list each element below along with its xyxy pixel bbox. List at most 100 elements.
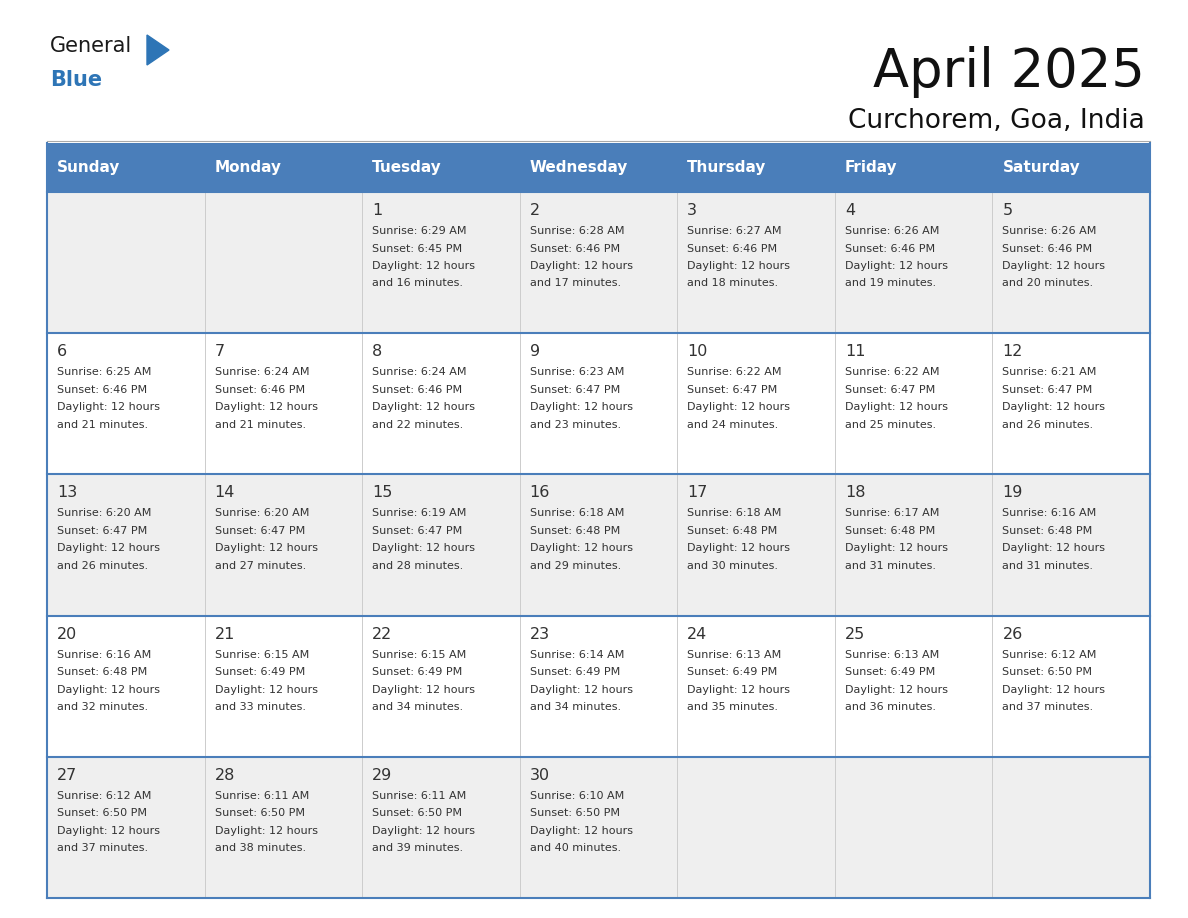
Text: 27: 27 bbox=[57, 767, 77, 783]
Text: Daylight: 12 hours: Daylight: 12 hours bbox=[372, 402, 475, 412]
Text: Tuesday: Tuesday bbox=[372, 160, 442, 175]
Text: and 36 minutes.: and 36 minutes. bbox=[845, 702, 936, 712]
Text: 26: 26 bbox=[1003, 627, 1023, 642]
Text: 12: 12 bbox=[1003, 344, 1023, 359]
Text: Sunset: 6:49 PM: Sunset: 6:49 PM bbox=[372, 667, 462, 677]
Polygon shape bbox=[147, 35, 169, 65]
Text: 30: 30 bbox=[530, 767, 550, 783]
Text: and 25 minutes.: and 25 minutes. bbox=[845, 420, 936, 430]
Text: Wednesday: Wednesday bbox=[530, 160, 628, 175]
Bar bbox=[48, 616, 1150, 756]
Text: Sunset: 6:47 PM: Sunset: 6:47 PM bbox=[845, 385, 935, 395]
Text: Sunrise: 6:20 AM: Sunrise: 6:20 AM bbox=[215, 509, 309, 519]
Text: 14: 14 bbox=[215, 486, 235, 500]
Text: 6: 6 bbox=[57, 344, 68, 359]
Text: Sunrise: 6:23 AM: Sunrise: 6:23 AM bbox=[530, 367, 624, 377]
Text: Sunset: 6:46 PM: Sunset: 6:46 PM bbox=[845, 243, 935, 253]
Text: Sunrise: 6:22 AM: Sunrise: 6:22 AM bbox=[688, 367, 782, 377]
Text: 20: 20 bbox=[57, 627, 77, 642]
Text: Sunset: 6:46 PM: Sunset: 6:46 PM bbox=[530, 243, 620, 253]
Text: Daylight: 12 hours: Daylight: 12 hours bbox=[57, 826, 160, 835]
Text: Daylight: 12 hours: Daylight: 12 hours bbox=[372, 685, 475, 695]
Text: Daylight: 12 hours: Daylight: 12 hours bbox=[845, 543, 948, 554]
Text: Daylight: 12 hours: Daylight: 12 hours bbox=[845, 402, 948, 412]
Text: and 16 minutes.: and 16 minutes. bbox=[372, 278, 463, 288]
Text: Sunset: 6:45 PM: Sunset: 6:45 PM bbox=[372, 243, 462, 253]
Text: and 30 minutes.: and 30 minutes. bbox=[688, 561, 778, 571]
Text: and 26 minutes.: and 26 minutes. bbox=[1003, 420, 1093, 430]
Text: Sunset: 6:49 PM: Sunset: 6:49 PM bbox=[688, 667, 777, 677]
Text: Daylight: 12 hours: Daylight: 12 hours bbox=[530, 685, 633, 695]
Text: Sunrise: 6:18 AM: Sunrise: 6:18 AM bbox=[530, 509, 624, 519]
Text: Thursday: Thursday bbox=[688, 160, 766, 175]
Text: Daylight: 12 hours: Daylight: 12 hours bbox=[845, 685, 948, 695]
Text: 7: 7 bbox=[215, 344, 225, 359]
Text: Daylight: 12 hours: Daylight: 12 hours bbox=[530, 261, 633, 271]
Text: Daylight: 12 hours: Daylight: 12 hours bbox=[688, 543, 790, 554]
Text: Sunset: 6:50 PM: Sunset: 6:50 PM bbox=[372, 809, 462, 818]
Text: Sunrise: 6:24 AM: Sunrise: 6:24 AM bbox=[372, 367, 467, 377]
Text: Sunset: 6:48 PM: Sunset: 6:48 PM bbox=[688, 526, 777, 536]
Text: and 33 minutes.: and 33 minutes. bbox=[215, 702, 305, 712]
Text: Sunrise: 6:19 AM: Sunrise: 6:19 AM bbox=[372, 509, 467, 519]
Text: and 21 minutes.: and 21 minutes. bbox=[57, 420, 148, 430]
Text: and 17 minutes.: and 17 minutes. bbox=[530, 278, 621, 288]
Text: Sunrise: 6:12 AM: Sunrise: 6:12 AM bbox=[1003, 650, 1097, 660]
Text: Daylight: 12 hours: Daylight: 12 hours bbox=[372, 543, 475, 554]
Text: Sunrise: 6:14 AM: Sunrise: 6:14 AM bbox=[530, 650, 624, 660]
Text: Sunset: 6:47 PM: Sunset: 6:47 PM bbox=[530, 385, 620, 395]
Text: and 27 minutes.: and 27 minutes. bbox=[215, 561, 305, 571]
Text: and 20 minutes.: and 20 minutes. bbox=[1003, 278, 1093, 288]
Text: Sunset: 6:48 PM: Sunset: 6:48 PM bbox=[530, 526, 620, 536]
Text: 18: 18 bbox=[845, 486, 865, 500]
Text: and 18 minutes.: and 18 minutes. bbox=[688, 278, 778, 288]
Text: and 21 minutes.: and 21 minutes. bbox=[215, 420, 305, 430]
Text: 16: 16 bbox=[530, 486, 550, 500]
Text: 13: 13 bbox=[57, 486, 77, 500]
Text: 15: 15 bbox=[372, 486, 392, 500]
Text: Daylight: 12 hours: Daylight: 12 hours bbox=[215, 543, 317, 554]
Text: Daylight: 12 hours: Daylight: 12 hours bbox=[215, 826, 317, 835]
Text: Sunrise: 6:11 AM: Sunrise: 6:11 AM bbox=[372, 790, 467, 800]
Text: and 32 minutes.: and 32 minutes. bbox=[57, 702, 148, 712]
Text: 17: 17 bbox=[688, 486, 708, 500]
Text: Daylight: 12 hours: Daylight: 12 hours bbox=[57, 543, 160, 554]
Text: Sunset: 6:46 PM: Sunset: 6:46 PM bbox=[372, 385, 462, 395]
Text: Daylight: 12 hours: Daylight: 12 hours bbox=[215, 685, 317, 695]
Text: Daylight: 12 hours: Daylight: 12 hours bbox=[57, 402, 160, 412]
Text: Saturday: Saturday bbox=[1003, 160, 1080, 175]
Text: Daylight: 12 hours: Daylight: 12 hours bbox=[1003, 685, 1105, 695]
Text: Sunset: 6:49 PM: Sunset: 6:49 PM bbox=[215, 667, 305, 677]
Text: Sunset: 6:50 PM: Sunset: 6:50 PM bbox=[1003, 667, 1093, 677]
Text: Daylight: 12 hours: Daylight: 12 hours bbox=[530, 402, 633, 412]
Text: Sunrise: 6:26 AM: Sunrise: 6:26 AM bbox=[1003, 226, 1097, 236]
Bar bbox=[48, 475, 1150, 616]
Text: Sunset: 6:47 PM: Sunset: 6:47 PM bbox=[1003, 385, 1093, 395]
Bar bbox=[48, 333, 1150, 475]
Text: 5: 5 bbox=[1003, 203, 1012, 218]
Text: Sunrise: 6:28 AM: Sunrise: 6:28 AM bbox=[530, 226, 624, 236]
Text: Daylight: 12 hours: Daylight: 12 hours bbox=[688, 261, 790, 271]
Text: Sunset: 6:50 PM: Sunset: 6:50 PM bbox=[57, 809, 147, 818]
Text: Sunset: 6:47 PM: Sunset: 6:47 PM bbox=[372, 526, 462, 536]
Text: Sunrise: 6:25 AM: Sunrise: 6:25 AM bbox=[57, 367, 151, 377]
Text: and 37 minutes.: and 37 minutes. bbox=[1003, 702, 1093, 712]
Text: 4: 4 bbox=[845, 203, 855, 218]
Text: Sunrise: 6:15 AM: Sunrise: 6:15 AM bbox=[215, 650, 309, 660]
Text: Daylight: 12 hours: Daylight: 12 hours bbox=[1003, 261, 1105, 271]
Text: Daylight: 12 hours: Daylight: 12 hours bbox=[688, 685, 790, 695]
Text: 29: 29 bbox=[372, 767, 392, 783]
Text: Sunset: 6:47 PM: Sunset: 6:47 PM bbox=[215, 526, 305, 536]
Text: Sunset: 6:46 PM: Sunset: 6:46 PM bbox=[1003, 243, 1093, 253]
Text: 22: 22 bbox=[372, 627, 392, 642]
Text: and 35 minutes.: and 35 minutes. bbox=[688, 702, 778, 712]
Text: and 19 minutes.: and 19 minutes. bbox=[845, 278, 936, 288]
Text: Sunrise: 6:29 AM: Sunrise: 6:29 AM bbox=[372, 226, 467, 236]
Text: and 37 minutes.: and 37 minutes. bbox=[57, 844, 148, 854]
Text: Curchorem, Goa, India: Curchorem, Goa, India bbox=[848, 108, 1145, 134]
Text: Sunrise: 6:12 AM: Sunrise: 6:12 AM bbox=[57, 790, 151, 800]
Text: Daylight: 12 hours: Daylight: 12 hours bbox=[530, 543, 633, 554]
Text: Sunrise: 6:11 AM: Sunrise: 6:11 AM bbox=[215, 790, 309, 800]
Text: Daylight: 12 hours: Daylight: 12 hours bbox=[215, 402, 317, 412]
Text: Sunrise: 6:22 AM: Sunrise: 6:22 AM bbox=[845, 367, 940, 377]
